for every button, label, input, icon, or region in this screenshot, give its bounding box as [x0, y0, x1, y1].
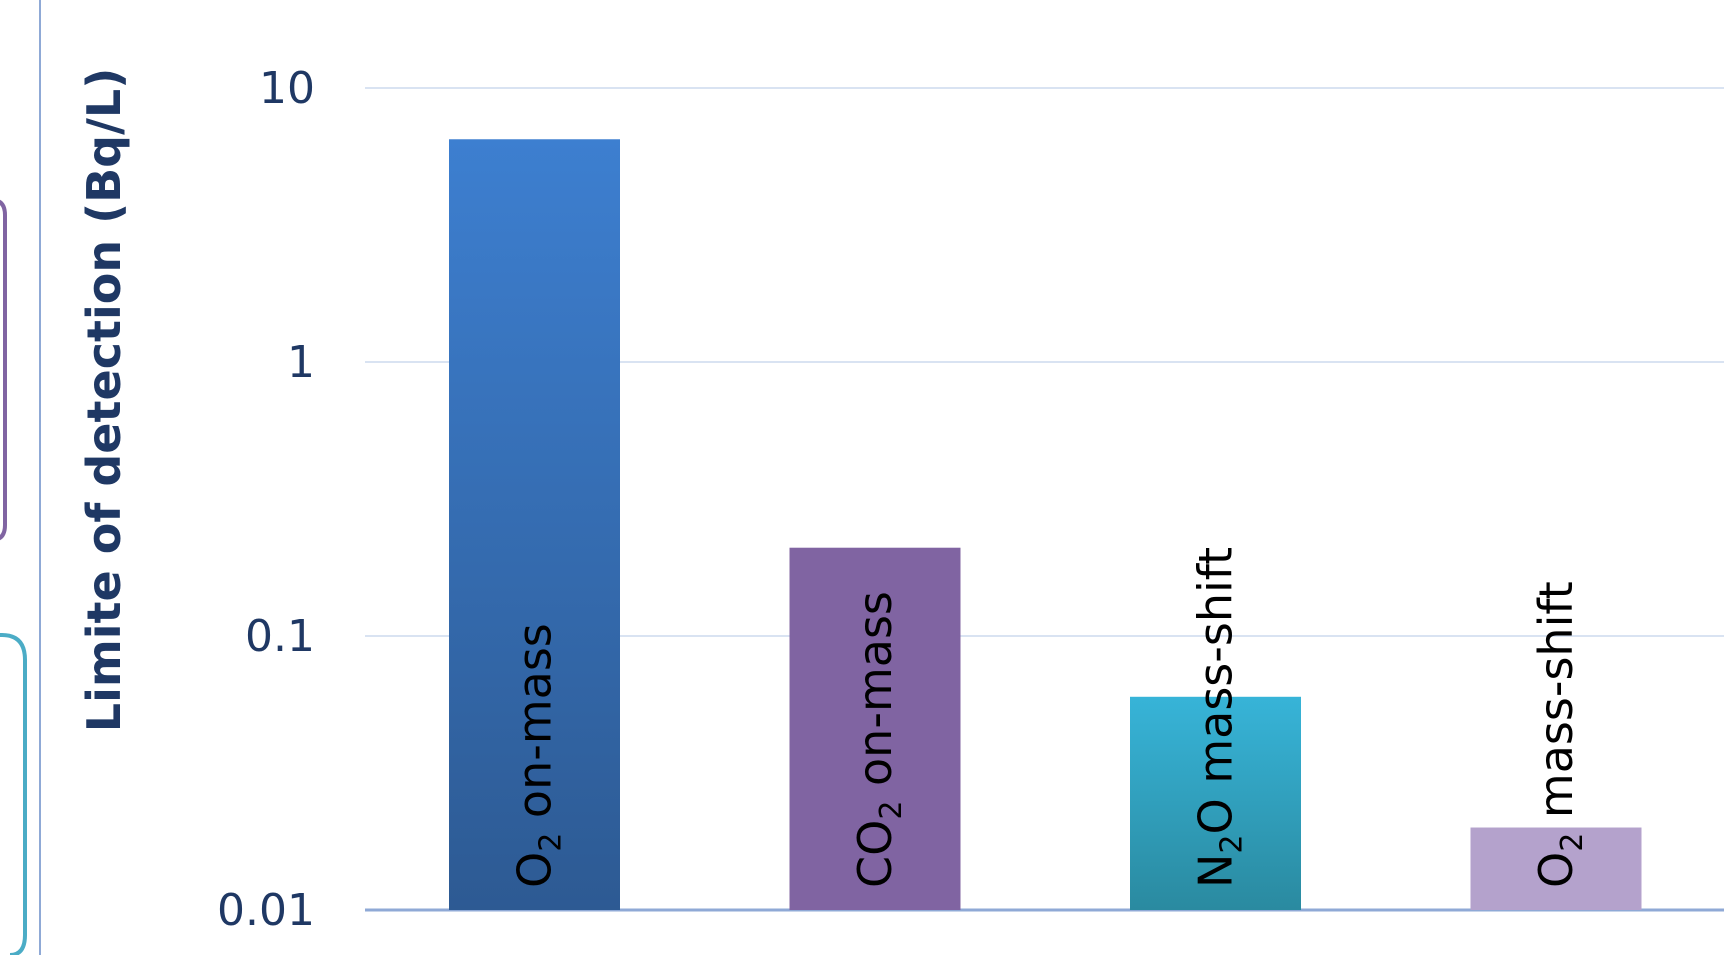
bar: [1130, 696, 1301, 910]
bar: [1470, 827, 1642, 910]
bar-category-label: O2 on-mass: [508, 623, 569, 888]
left-frame-teal: [0, 633, 27, 955]
left-frame-purple: [0, 199, 7, 541]
y-tick-label: 0.1: [245, 611, 315, 662]
bars: [449, 139, 1642, 911]
y-tick-labels: 10 1 0.1 0.01: [217, 63, 315, 936]
y-tick-label: 1: [287, 337, 315, 388]
bar: [449, 139, 620, 911]
bar-category-label: O2 mass-shift: [1529, 581, 1590, 888]
bar-category-label: N2O mass-shift: [1189, 547, 1250, 888]
bar-labels: O2 on-mass CO2 on-mass N2O mass-shift O2 ma…: [508, 547, 1591, 888]
bar-category-label: CO2 on-mass: [848, 591, 909, 888]
y-tick-label: 10: [259, 63, 315, 114]
y-axis-label: Limite of detection (Bq/L): [77, 68, 131, 732]
y-tick-label: 0.01: [217, 885, 315, 936]
bar: [789, 547, 961, 910]
